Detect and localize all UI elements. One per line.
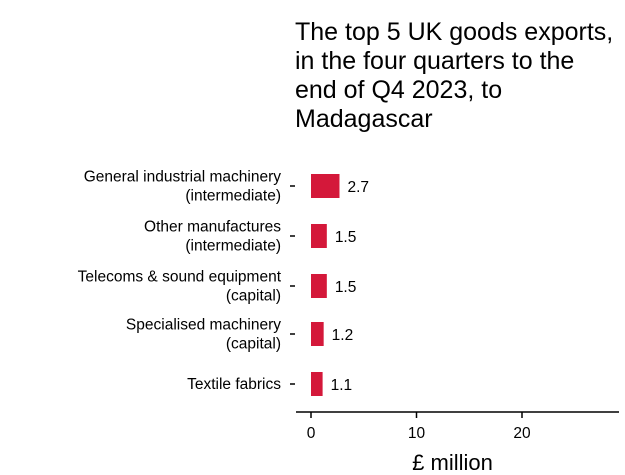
category-label: Other manufactures (intermediate) xyxy=(144,219,281,255)
bar xyxy=(311,372,323,396)
category-label: Textile fabrics xyxy=(187,376,281,393)
value-label: 1.5 xyxy=(335,229,357,246)
value-label: 1.1 xyxy=(331,377,353,394)
x-axis-title: £ million xyxy=(412,450,493,475)
category-label: General industrial machinery (intermediat… xyxy=(84,169,282,205)
value-label: 2.7 xyxy=(347,179,369,196)
bars xyxy=(311,174,340,396)
value-label: 1.2 xyxy=(332,327,354,344)
x-axis: 0 10 20 xyxy=(296,411,619,442)
bar xyxy=(311,322,324,346)
category-label: Specialised machinery (capital) xyxy=(126,317,281,353)
chart-title: The top 5 UK goods exports, in the four … xyxy=(295,18,614,133)
bar xyxy=(311,224,327,248)
x-tick-label: 10 xyxy=(408,425,426,442)
bar xyxy=(311,174,340,198)
category-labels: General industrial machinery (intermediat… xyxy=(78,169,295,393)
x-tick-label: 0 xyxy=(307,425,316,442)
x-tick-label: 20 xyxy=(513,425,531,442)
category-label: Telecoms & sound equipment (capital) xyxy=(78,269,282,305)
value-label: 1.5 xyxy=(335,279,357,296)
value-labels: 2.7 1.5 1.5 1.2 1.1 xyxy=(331,179,369,394)
bar xyxy=(311,274,327,298)
